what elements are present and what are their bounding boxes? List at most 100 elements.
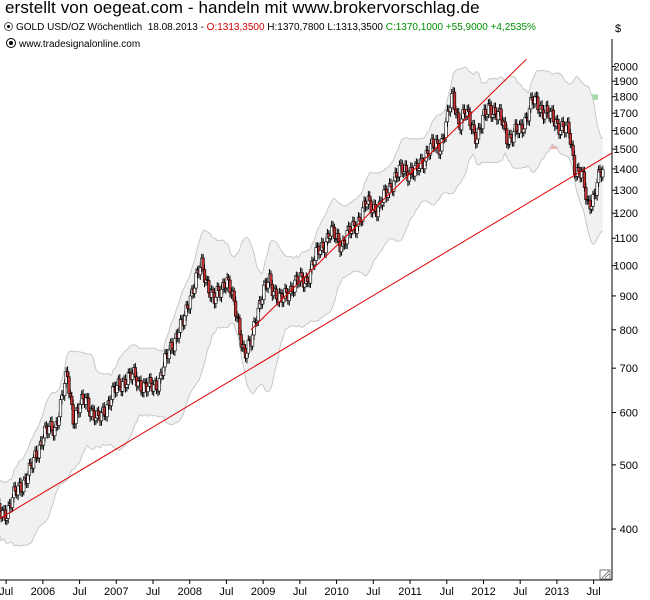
candle-body	[177, 332, 181, 339]
candle-body	[167, 349, 171, 360]
candle-body	[234, 300, 238, 317]
candle-body	[34, 450, 39, 459]
candle-body	[26, 474, 30, 484]
candle-body	[358, 216, 362, 222]
candle-body	[435, 139, 440, 144]
candle-body	[272, 291, 276, 296]
open-value: O:1313,3500	[206, 22, 265, 33]
candle-body	[142, 382, 146, 393]
candle-body	[376, 206, 380, 218]
change-percent: +4,2535%	[490, 22, 536, 33]
x-tick-label: Jul	[440, 586, 454, 598]
x-tick-label: Jul	[219, 586, 233, 598]
candle-body	[536, 96, 540, 110]
candle-body	[99, 412, 104, 422]
x-tick-label: Jul	[146, 586, 160, 598]
candle-body	[577, 167, 581, 172]
y-tick-label: 1900	[614, 76, 638, 88]
candle-body	[41, 437, 46, 446]
candle-body	[503, 121, 507, 130]
band-lower-line	[0, 143, 603, 547]
candle-body	[269, 273, 273, 285]
y-tick-label: 1500	[614, 144, 638, 156]
candle-body	[438, 150, 443, 155]
source-line: www.tradesignalonline.com	[6, 38, 140, 50]
candle-body	[564, 124, 568, 133]
candle-body	[472, 124, 476, 133]
candle-body	[496, 111, 500, 121]
candle-body	[533, 96, 537, 105]
candle-body	[274, 288, 279, 300]
candle-body	[173, 338, 177, 352]
y-tick-label: 400	[620, 524, 638, 536]
candle-body	[194, 272, 198, 289]
bollinger-bands	[0, 66, 604, 547]
candle-body	[567, 121, 571, 134]
band-fill	[0, 67, 603, 547]
candle-body	[352, 221, 356, 226]
candle-body	[598, 169, 602, 173]
candle-body	[339, 245, 344, 253]
candle-body	[32, 457, 36, 469]
y-tick-label: 700	[620, 363, 638, 375]
resize-grip-icon[interactable]	[599, 569, 611, 580]
candle-body	[157, 378, 161, 392]
candle-body	[287, 293, 291, 302]
radio-icon[interactable]	[4, 22, 13, 31]
candle-body	[517, 124, 522, 134]
y-tick-label: 1300	[614, 185, 638, 197]
candle-body	[561, 121, 565, 127]
candle-body	[589, 206, 594, 210]
y-tick-label: 1200	[614, 208, 638, 220]
candle-body	[558, 130, 563, 135]
candle-body	[57, 416, 61, 426]
candle-body	[74, 410, 78, 424]
candle-body	[16, 485, 20, 496]
y-tick-label: 1000	[614, 261, 638, 273]
candle-body	[505, 128, 509, 145]
candle-body	[423, 160, 427, 170]
candle-body	[102, 406, 106, 416]
candle-body	[63, 383, 67, 397]
candle-body	[306, 276, 310, 283]
candle-body	[582, 171, 587, 188]
x-tick-label: Jul	[0, 586, 13, 598]
y-tick-label: 1600	[614, 126, 638, 138]
candle-body	[217, 286, 221, 291]
copyright-icon	[6, 38, 16, 48]
close-value: C:1370,1000	[385, 22, 444, 33]
candle-body	[462, 108, 467, 114]
x-axis-ticks: Jul 2006 Jul 2007 Jul 2008 Jul 2009 Jul 2010 Jul 20…	[0, 580, 601, 598]
candle-body	[417, 168, 421, 171]
candle-body	[246, 339, 250, 354]
candle-body	[125, 384, 129, 388]
candle-body	[355, 225, 359, 234]
candle-body	[475, 138, 479, 144]
symbol-label: GOLD USD/OZ Wöchentlich	[16, 22, 143, 33]
candle-body	[126, 372, 130, 385]
y-tick-label: 500	[620, 460, 638, 472]
y-tick-label: 800	[620, 325, 638, 337]
candle-body	[452, 91, 457, 110]
candle-body	[115, 385, 119, 393]
candle-body	[515, 123, 519, 132]
candle-body	[111, 386, 115, 400]
trendline	[0, 152, 613, 519]
candle-body	[133, 367, 137, 378]
candle-body	[440, 138, 444, 152]
candle-body	[591, 194, 595, 207]
candle-body	[161, 366, 166, 376]
currency-symbol: $	[615, 23, 621, 35]
x-tick-label: 2013	[545, 586, 569, 598]
banner-text: erstellt von oegeat.com - handeln mit ww…	[5, 0, 480, 17]
candle-body	[426, 150, 430, 154]
candle-body	[250, 334, 255, 347]
candle-body	[540, 105, 544, 111]
x-tick-label: 2011	[398, 586, 422, 598]
x-tick-label: Jul	[366, 586, 380, 598]
candle-body	[527, 108, 531, 122]
candle-body	[318, 249, 322, 255]
candle-body	[345, 230, 349, 245]
candle-body	[170, 341, 174, 350]
candle-body	[149, 377, 153, 384]
